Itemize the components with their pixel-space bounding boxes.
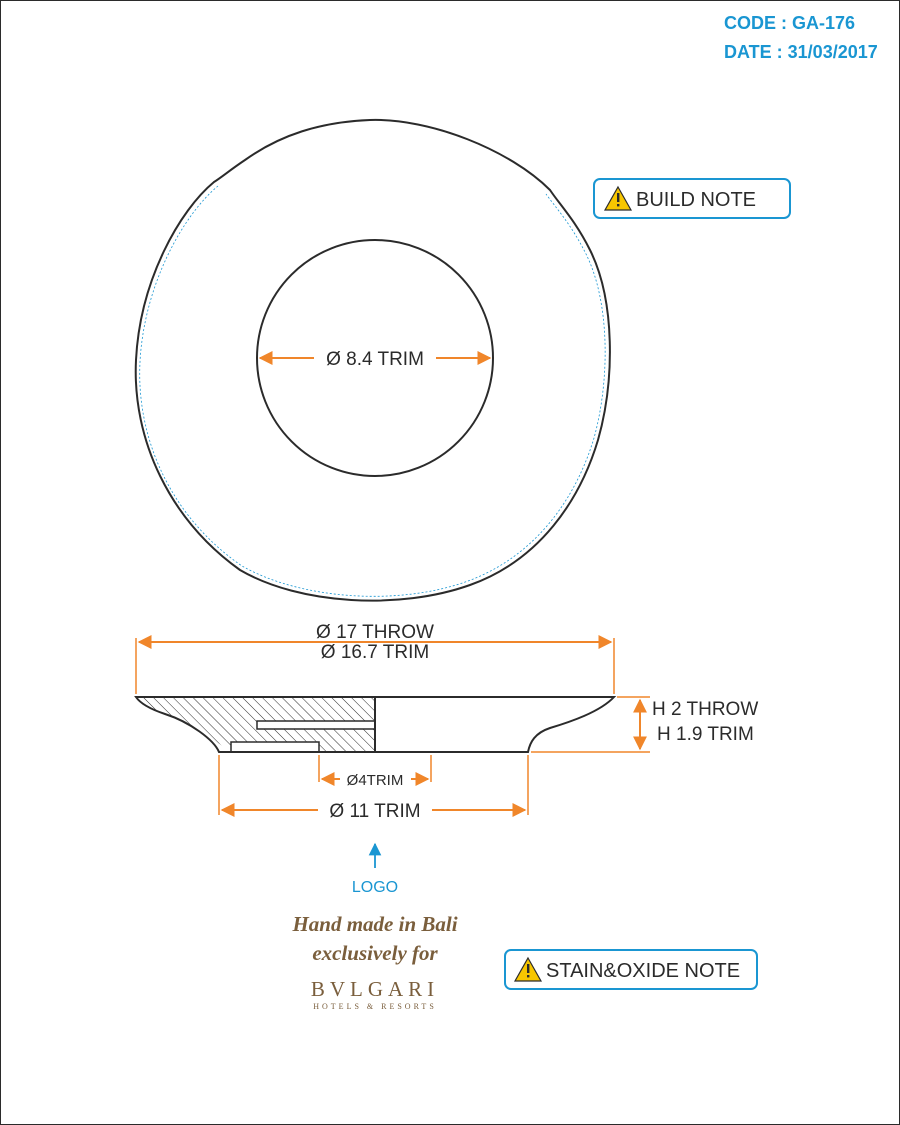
- height-trim-label: H 1.9 TRIM: [657, 724, 754, 745]
- stain-note-label: STAIN&OXIDE NOTE: [546, 960, 740, 982]
- handmade-line: Hand made in Bali: [291, 912, 457, 936]
- exclusive-line: exclusively for: [312, 941, 438, 965]
- build-note-box[interactable]: BUILD NOTE: [593, 178, 791, 219]
- inner-trim-label: Ø 8.4 TRIM: [326, 349, 424, 370]
- brand-logo: BVLGARI: [311, 977, 439, 1001]
- build-note-label: BUILD NOTE: [636, 189, 756, 211]
- plate-inner-well: [256, 239, 494, 477]
- section-recess-upper: [256, 720, 376, 730]
- plate-section-hatched: [136, 697, 375, 752]
- code-label: CODE : GA-176: [724, 13, 855, 33]
- outer-trim-label: Ø 16.7 TRIM: [321, 642, 429, 663]
- warning-triangle-icon: [513, 956, 543, 982]
- outer-throw-label: Ø 17 THROW: [316, 622, 434, 643]
- logo-label: LOGO: [352, 879, 398, 896]
- plate-side-outline: [134, 696, 617, 753]
- foot-trim-label: Ø 11 TRIM: [329, 801, 420, 822]
- stain-oxide-note-box[interactable]: STAIN&OXIDE NOTE: [504, 949, 758, 990]
- height-throw-label: H 2 THROW: [652, 699, 758, 720]
- brand-subtitle: HOTELS & RESORTS: [313, 1002, 437, 1011]
- section-foot-recess: [230, 741, 320, 753]
- warning-triangle-icon: [603, 185, 633, 211]
- date-label: DATE : 31/03/2017: [724, 42, 878, 62]
- plate-outer-rim-guide: [139, 185, 606, 597]
- foot-inner-label: Ø4TRIM: [347, 772, 404, 789]
- plate-outer-rim-top-view: [134, 118, 611, 602]
